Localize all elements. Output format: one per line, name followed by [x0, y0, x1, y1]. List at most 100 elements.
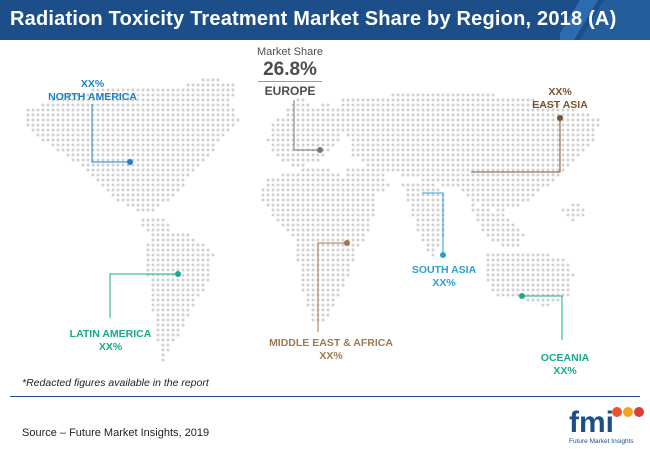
map-dot — [466, 193, 470, 197]
map-dot — [581, 133, 585, 137]
map-dot — [386, 103, 390, 107]
map-dot — [421, 128, 425, 132]
map-dot — [296, 193, 300, 197]
map-dot — [441, 153, 445, 157]
map-dot — [381, 133, 385, 137]
map-dot — [351, 228, 355, 232]
map-dot — [306, 273, 310, 277]
map-dot — [491, 183, 495, 187]
map-dot — [506, 288, 510, 292]
map-dot — [571, 108, 575, 112]
map-dot — [396, 93, 400, 97]
map-dot — [166, 143, 170, 147]
map-dot — [521, 178, 525, 182]
map-dot — [511, 228, 515, 232]
map-dot — [581, 213, 585, 217]
map-dot — [496, 133, 500, 137]
map-dot — [321, 283, 325, 287]
map-dot — [511, 293, 515, 297]
map-dot — [421, 158, 425, 162]
map-dot — [271, 183, 275, 187]
map-dot — [406, 158, 410, 162]
map-dot — [131, 138, 135, 142]
map-dot — [366, 218, 370, 222]
map-dot — [221, 83, 225, 87]
map-dot — [356, 193, 360, 197]
map-dot — [556, 153, 560, 157]
map-dot — [301, 118, 305, 122]
map-dot — [231, 83, 235, 87]
map-dot — [331, 248, 335, 252]
map-dot — [496, 253, 500, 257]
map-dot — [111, 193, 115, 197]
map-dot — [506, 228, 510, 232]
map-dot — [176, 238, 180, 242]
map-dot — [461, 178, 465, 182]
map-dot — [486, 208, 490, 212]
map-dot — [116, 178, 120, 182]
map-dot — [356, 153, 360, 157]
map-dot — [386, 123, 390, 127]
map-dot — [316, 178, 320, 182]
map-dot — [546, 268, 550, 272]
map-dot — [171, 288, 175, 292]
map-dot — [331, 283, 335, 287]
map-dot — [161, 163, 165, 167]
map-dot — [66, 148, 70, 152]
map-dot — [101, 158, 105, 162]
map-dot — [291, 198, 295, 202]
map-dot — [491, 118, 495, 122]
map-dot — [466, 153, 470, 157]
map-dot — [161, 228, 165, 232]
map-dot — [381, 153, 385, 157]
map-dot — [541, 288, 545, 292]
map-dot — [371, 183, 375, 187]
map-dot — [296, 213, 300, 217]
map-dot — [96, 153, 100, 157]
map-dot — [486, 178, 490, 182]
map-dot — [501, 268, 505, 272]
map-dot — [166, 333, 170, 337]
map-dot — [481, 148, 485, 152]
map-dot — [176, 248, 180, 252]
map-dot — [496, 288, 500, 292]
map-dot — [166, 318, 170, 322]
map-dot — [171, 168, 175, 172]
map-dot — [91, 88, 95, 92]
map-dot — [451, 98, 455, 102]
map-dot — [546, 273, 550, 277]
map-dot — [191, 143, 195, 147]
map-dot — [146, 143, 150, 147]
map-dot — [461, 143, 465, 147]
map-dot — [291, 153, 295, 157]
map-dot — [136, 108, 140, 112]
map-dot — [551, 263, 555, 267]
map-dot — [211, 83, 215, 87]
map-dot — [141, 103, 145, 107]
map-dot — [101, 148, 105, 152]
map-dot — [151, 133, 155, 137]
map-dot — [356, 183, 360, 187]
map-dot — [531, 173, 535, 177]
map-dot — [146, 193, 150, 197]
map-dot — [396, 148, 400, 152]
map-dot — [326, 308, 330, 312]
map-dot — [476, 98, 480, 102]
map-dot — [501, 218, 505, 222]
map-dot — [166, 193, 170, 197]
map-dot — [346, 183, 350, 187]
map-dot — [166, 138, 170, 142]
map-dot — [536, 133, 540, 137]
map-dot — [341, 198, 345, 202]
map-dot — [541, 158, 545, 162]
map-dot — [451, 133, 455, 137]
map-dot — [471, 163, 475, 167]
map-dot — [266, 203, 270, 207]
map-dot — [196, 148, 200, 152]
map-dot — [386, 143, 390, 147]
map-dot — [226, 93, 230, 97]
map-dot — [331, 218, 335, 222]
map-dot — [81, 138, 85, 142]
map-dot — [471, 108, 475, 112]
map-dot — [216, 103, 220, 107]
